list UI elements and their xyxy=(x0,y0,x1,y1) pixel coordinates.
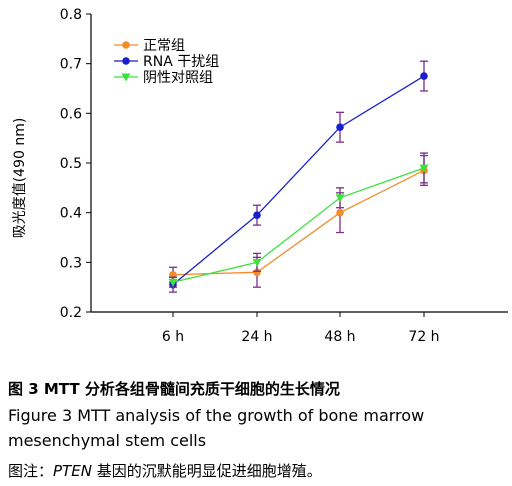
series-line xyxy=(172,169,425,276)
figure-note-gene: PTEN xyxy=(53,462,92,480)
x-tick-label: 24 h xyxy=(241,329,272,345)
chart-axes: 0.2 0.3 0.4 0.5 0.6 0.7 0.8 6 h 24 h 48 h 72 h xyxy=(60,7,508,345)
y-tick-label: 0.3 xyxy=(60,255,82,271)
x-tick-label: 72 h xyxy=(408,329,439,345)
x-tick-label: 48 h xyxy=(324,329,355,345)
y-tick-label: 0.4 xyxy=(60,206,82,222)
figure-note-text: 基因的沉默能明显促进细胞增殖。 xyxy=(91,462,322,480)
data-point xyxy=(252,258,262,267)
data-point xyxy=(420,72,428,80)
legend-label: RNA 干扰组 xyxy=(143,54,219,70)
line-chart: 0.2 0.3 0.4 0.5 0.6 0.7 0.8 6 h 24 h 48 h 72 h 正常组… xyxy=(12,7,508,345)
chart-series xyxy=(168,60,429,293)
legend-label: 阴性对照组 xyxy=(143,70,213,86)
y-tick-label: 0.6 xyxy=(60,106,82,122)
legend-item: 正常组 xyxy=(114,38,185,54)
figure-note-prefix: 图注： xyxy=(8,462,54,480)
legend-marker xyxy=(122,57,130,65)
y-tick-label: 0.5 xyxy=(60,156,82,172)
y-tick-label: 0.7 xyxy=(60,57,82,73)
legend-marker xyxy=(121,73,131,82)
data-point xyxy=(336,208,344,217)
x-tick-label: 6 h xyxy=(162,329,184,345)
legend-item: RNA 干扰组 xyxy=(114,54,219,70)
figure-caption-english-line1: Figure 3 MTT analysis of the growth of b… xyxy=(8,406,425,425)
legend-label: 正常组 xyxy=(143,38,185,54)
series-1 xyxy=(169,60,428,293)
series-0 xyxy=(169,154,428,288)
y-tick-label: 0.8 xyxy=(60,7,82,23)
series-line xyxy=(172,75,425,286)
series-line xyxy=(172,167,425,283)
figure-caption-english-line2: mesenchymal stem cells xyxy=(8,431,207,450)
data-point xyxy=(336,123,344,132)
data-point xyxy=(253,268,261,277)
data-point xyxy=(253,211,261,219)
legend-marker xyxy=(122,41,130,49)
figure-note: 图注：PTEN 基因的沉默能明显促进细胞增殖。 xyxy=(8,460,322,481)
series-2 xyxy=(168,152,429,288)
data-point xyxy=(419,164,429,173)
y-axis-label: 吸光度值(490 nm) xyxy=(12,118,28,239)
y-tick-label: 0.2 xyxy=(60,305,82,321)
data-point xyxy=(335,194,345,203)
legend-item: 阴性对照组 xyxy=(114,70,213,86)
figure-caption-chinese: 图 3 MTT 分析各组骨髓间充质干细胞的生长情况 xyxy=(8,380,340,398)
data-point xyxy=(168,278,178,287)
